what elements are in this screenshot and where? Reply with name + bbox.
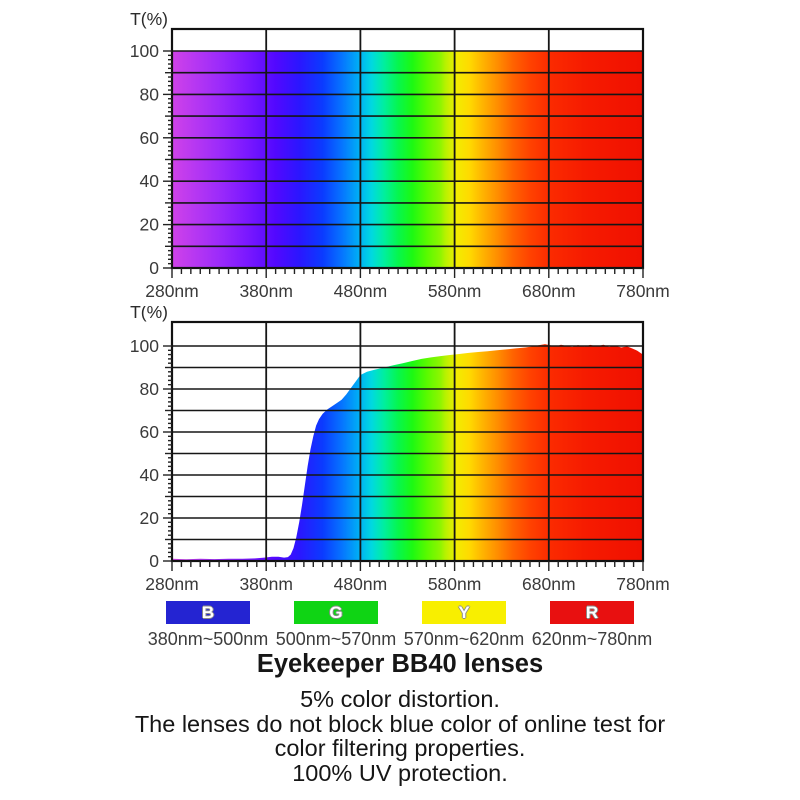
legend-range-red: 620nm~780nm — [531, 629, 653, 649]
svg-text:0: 0 — [149, 258, 159, 278]
legend-range-green: 500nm~570nm — [275, 629, 397, 649]
svg-text:60: 60 — [140, 128, 160, 148]
legend-letter-red: R — [585, 603, 599, 622]
svg-text:680nm: 680nm — [522, 574, 576, 594]
svg-text:80: 80 — [140, 379, 160, 399]
caption-body: 5% color distortion. The lenses do not b… — [0, 687, 800, 785]
wavelength-legend: B 380nm~500nm G 500nm~570nm Y 570nm~620n… — [0, 601, 800, 650]
full-spectrum-chart: 0 20 40 60 80 100 280nm 380nm 480nm 580nm 680nm 780… — [130, 9, 670, 301]
legend-item-blue: B 380nm~500nm — [147, 601, 269, 650]
legend-swatch-green: G — [294, 601, 378, 624]
legend-item-yellow: Y 570nm~620nm — [403, 601, 525, 650]
svg-text:40: 40 — [140, 465, 160, 485]
svg-text:80: 80 — [140, 84, 160, 104]
legend-letter-blue: B — [201, 603, 215, 622]
caption-line-blue-2: color filtering properties. — [274, 735, 526, 761]
legend-letter-yellow: Y — [458, 603, 470, 622]
legend-swatch-blue: B — [166, 601, 250, 624]
caption-line-blue-1: The lenses do not block blue color of on… — [134, 710, 666, 737]
svg-text:780nm: 780nm — [616, 574, 670, 594]
figure-title: Eyekeeper BB40 lenses — [256, 650, 544, 678]
legend-item-red: R 620nm~780nm — [531, 601, 653, 650]
svg-text:100: 100 — [130, 336, 159, 356]
svg-text:780nm: 780nm — [616, 281, 670, 301]
caption-line-uv: 100% UV protection. — [292, 759, 508, 786]
caption-line-distortion: 5% color distortion. — [300, 686, 500, 712]
svg-text:0: 0 — [149, 551, 159, 571]
caption-block: Eyekeeper BB40 lenses 5% color distortio… — [0, 650, 800, 785]
svg-text:280nm: 280nm — [145, 574, 199, 594]
legend-item-green: G 500nm~570nm — [275, 601, 397, 650]
svg-text:20: 20 — [140, 508, 160, 528]
legend-swatch-red: R — [550, 601, 634, 624]
lens-transmission-chart: 0 20 40 60 80 100 280nm 380nm 480nm 580nm 680nm 780… — [130, 306, 670, 594]
legend-swatch-yellow: Y — [422, 601, 506, 624]
svg-text:T(%): T(%) — [130, 9, 168, 29]
svg-text:T(%): T(%) — [130, 306, 168, 322]
svg-text:280nm: 280nm — [145, 281, 199, 301]
svg-text:680nm: 680nm — [522, 281, 576, 301]
svg-text:580nm: 580nm — [428, 281, 482, 301]
svg-text:480nm: 480nm — [334, 574, 388, 594]
legend-letter-green: G — [329, 603, 343, 622]
legend-range-yellow: 570nm~620nm — [403, 629, 525, 649]
svg-text:20: 20 — [140, 215, 160, 235]
svg-text:580nm: 580nm — [428, 574, 482, 594]
svg-text:380nm: 380nm — [239, 574, 293, 594]
svg-text:40: 40 — [140, 171, 160, 191]
svg-text:480nm: 480nm — [334, 281, 388, 301]
svg-text:100: 100 — [130, 41, 159, 61]
legend-range-blue: 380nm~500nm — [147, 629, 269, 649]
svg-text:60: 60 — [140, 422, 160, 442]
svg-text:380nm: 380nm — [239, 281, 293, 301]
